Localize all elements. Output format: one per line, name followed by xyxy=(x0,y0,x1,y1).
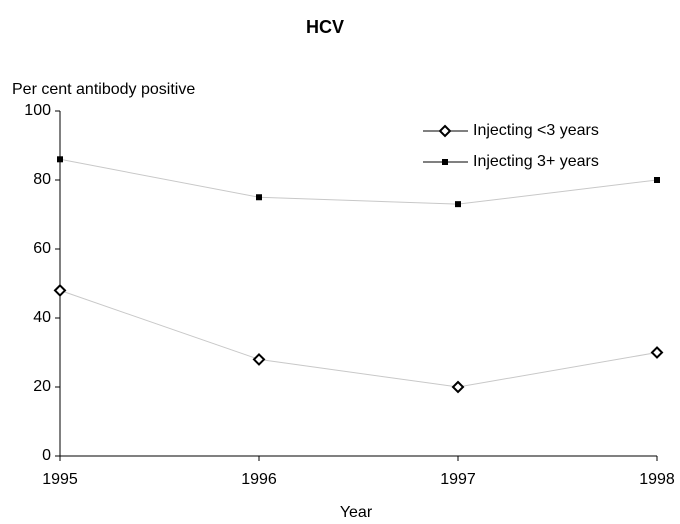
marker xyxy=(256,194,262,201)
y-tick-label: 100 xyxy=(24,102,51,119)
y-tick-label: 60 xyxy=(33,240,51,257)
marker xyxy=(650,346,664,359)
y-tick-label: 0 xyxy=(42,447,51,464)
marker xyxy=(442,159,448,165)
legend-label: Injecting <3 years xyxy=(473,122,599,139)
marker xyxy=(455,201,461,208)
marker xyxy=(654,177,660,183)
marker xyxy=(451,380,465,394)
marker xyxy=(252,352,266,366)
chart-title: HCV xyxy=(306,17,344,37)
x-tick-label: 1998 xyxy=(639,471,675,488)
marker xyxy=(53,283,67,297)
x-tick-label: 1997 xyxy=(440,471,476,488)
x-tick-label: 1995 xyxy=(42,471,78,488)
y-tick-label: 20 xyxy=(33,378,51,395)
marker xyxy=(57,156,63,163)
y-tick-label: 40 xyxy=(33,309,51,326)
y-axis-label: Per cent antibody positive xyxy=(12,81,195,98)
x-tick-label: 1996 xyxy=(241,471,277,488)
legend-label: Injecting 3+ years xyxy=(473,153,599,170)
x-axis-label: Year xyxy=(340,504,373,521)
y-tick-label: 80 xyxy=(33,171,51,188)
series-line xyxy=(59,158,658,205)
series-line xyxy=(59,289,658,388)
marker xyxy=(438,124,452,138)
